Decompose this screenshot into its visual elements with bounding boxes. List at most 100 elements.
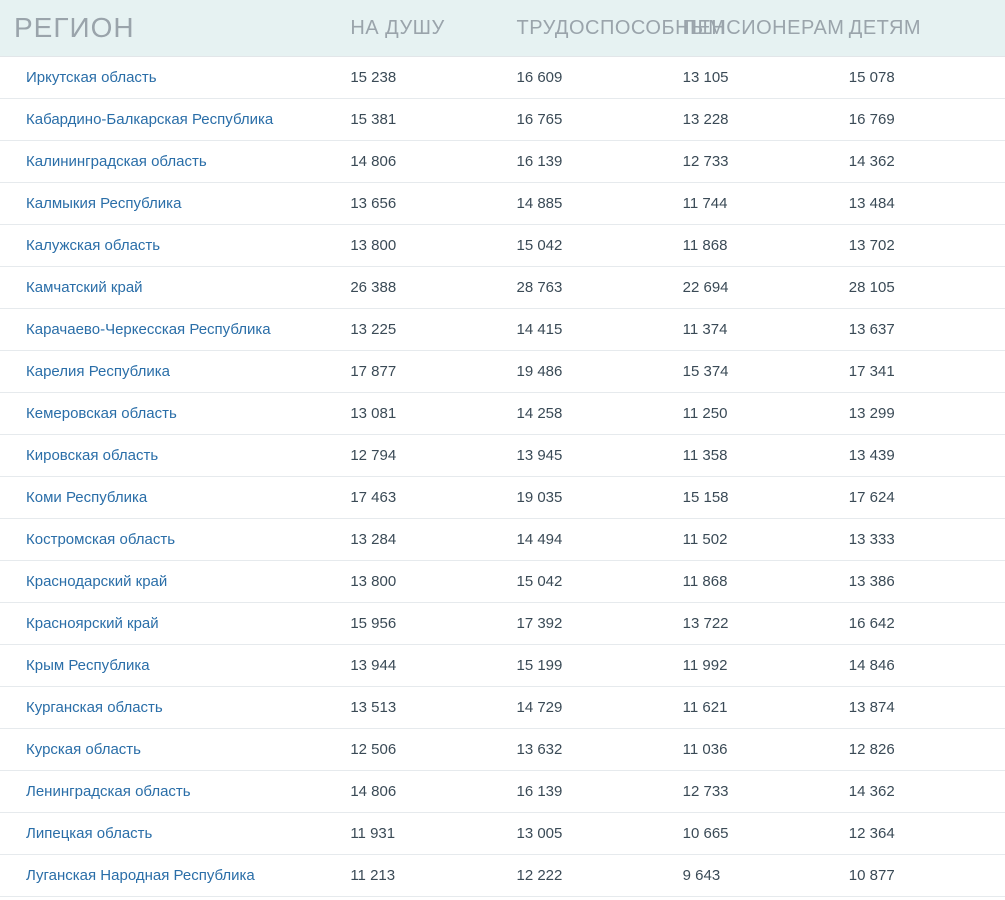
cell-per-capita: 11 931 [340, 813, 506, 855]
cell-pensioners: 15 158 [673, 477, 839, 519]
table-row: Луганская Народная Республика11 21312 22… [0, 855, 1005, 897]
col-children[interactable]: Детям [839, 0, 1005, 57]
cell-working: 12 222 [506, 855, 672, 897]
region-name[interactable]: Курганская область [0, 687, 340, 729]
cell-per-capita: 12 506 [340, 729, 506, 771]
cell-children: 13 874 [839, 687, 1005, 729]
table-row: Ленинградская область14 80616 13912 7331… [0, 771, 1005, 813]
table-row: Кабардино-Балкарская Республика15 38116 … [0, 99, 1005, 141]
cell-children: 14 362 [839, 771, 1005, 813]
table-row: Калужская область13 80015 04211 86813 70… [0, 225, 1005, 267]
table-row: Краснодарский край13 80015 04211 86813 3… [0, 561, 1005, 603]
cell-pensioners: 11 036 [673, 729, 839, 771]
cell-pensioners: 11 868 [673, 561, 839, 603]
cell-per-capita: 15 956 [340, 603, 506, 645]
cell-per-capita: 17 877 [340, 351, 506, 393]
cell-pensioners: 13 228 [673, 99, 839, 141]
region-name[interactable]: Калининградская область [0, 141, 340, 183]
cell-per-capita: 26 388 [340, 267, 506, 309]
cell-working: 19 035 [506, 477, 672, 519]
cell-children: 12 364 [839, 813, 1005, 855]
table-row: Красноярский край15 95617 39213 72216 64… [0, 603, 1005, 645]
region-name[interactable]: Красноярский край [0, 603, 340, 645]
region-name[interactable]: Кабардино-Балкарская Республика [0, 99, 340, 141]
col-region[interactable]: Регион [0, 0, 340, 57]
cell-children: 10 877 [839, 855, 1005, 897]
cell-per-capita: 12 794 [340, 435, 506, 477]
cell-pensioners: 13 105 [673, 57, 839, 99]
cell-per-capita: 13 081 [340, 393, 506, 435]
table-body: Иркутская область15 23816 60913 10515 07… [0, 57, 1005, 897]
cell-per-capita: 13 944 [340, 645, 506, 687]
cell-pensioners: 9 643 [673, 855, 839, 897]
cell-working: 16 139 [506, 141, 672, 183]
region-name[interactable]: Камчатский край [0, 267, 340, 309]
cell-working: 13 005 [506, 813, 672, 855]
cell-children: 13 702 [839, 225, 1005, 267]
cell-per-capita: 13 513 [340, 687, 506, 729]
table-header: Регион На душу Трудоспособным Пенсионера… [0, 0, 1005, 57]
cell-children: 17 341 [839, 351, 1005, 393]
col-per-capita[interactable]: На душу [340, 0, 506, 57]
cell-children: 13 439 [839, 435, 1005, 477]
cell-working: 28 763 [506, 267, 672, 309]
cell-working: 16 139 [506, 771, 672, 813]
cell-working: 14 415 [506, 309, 672, 351]
table-row: Кемеровская область13 08114 25811 25013 … [0, 393, 1005, 435]
cell-pensioners: 11 358 [673, 435, 839, 477]
table-row: Карачаево-Черкесская Республика13 22514 … [0, 309, 1005, 351]
cell-pensioners: 22 694 [673, 267, 839, 309]
region-name[interactable]: Курская область [0, 729, 340, 771]
cell-children: 13 637 [839, 309, 1005, 351]
region-name[interactable]: Иркутская область [0, 57, 340, 99]
region-name[interactable]: Луганская Народная Республика [0, 855, 340, 897]
cell-children: 14 362 [839, 141, 1005, 183]
region-name[interactable]: Кемеровская область [0, 393, 340, 435]
table-row: Курская область12 50613 63211 03612 826 [0, 729, 1005, 771]
cell-pensioners: 11 250 [673, 393, 839, 435]
cell-children: 14 846 [839, 645, 1005, 687]
cell-per-capita: 13 656 [340, 183, 506, 225]
cell-children: 13 299 [839, 393, 1005, 435]
region-name[interactable]: Калмыкия Республика [0, 183, 340, 225]
table-row: Калининградская область14 80616 13912 73… [0, 141, 1005, 183]
cell-children: 15 078 [839, 57, 1005, 99]
cell-working: 17 392 [506, 603, 672, 645]
table-row: Костромская область13 28414 49411 50213 … [0, 519, 1005, 561]
cell-per-capita: 11 213 [340, 855, 506, 897]
cell-pensioners: 15 374 [673, 351, 839, 393]
region-name[interactable]: Липецкая область [0, 813, 340, 855]
table-row: Камчатский край26 38828 76322 69428 105 [0, 267, 1005, 309]
cell-children: 28 105 [839, 267, 1005, 309]
cell-working: 16 609 [506, 57, 672, 99]
col-working[interactable]: Трудоспособным [506, 0, 672, 57]
cell-children: 17 624 [839, 477, 1005, 519]
cell-children: 13 484 [839, 183, 1005, 225]
table-row: Иркутская область15 23816 60913 10515 07… [0, 57, 1005, 99]
cell-children: 13 386 [839, 561, 1005, 603]
cell-per-capita: 15 381 [340, 99, 506, 141]
region-name[interactable]: Калужская область [0, 225, 340, 267]
region-name[interactable]: Костромская область [0, 519, 340, 561]
cell-working: 15 042 [506, 225, 672, 267]
cell-pensioners: 11 621 [673, 687, 839, 729]
table-row: Карелия Республика17 87719 48615 37417 3… [0, 351, 1005, 393]
cell-per-capita: 14 806 [340, 141, 506, 183]
cell-pensioners: 11 502 [673, 519, 839, 561]
region-name[interactable]: Ленинградская область [0, 771, 340, 813]
cell-children: 13 333 [839, 519, 1005, 561]
region-name[interactable]: Коми Республика [0, 477, 340, 519]
region-name[interactable]: Крым Республика [0, 645, 340, 687]
col-pensioners[interactable]: Пенсионерам [673, 0, 839, 57]
table-row: Коми Республика17 46319 03515 15817 624 [0, 477, 1005, 519]
cell-children: 12 826 [839, 729, 1005, 771]
region-name[interactable]: Карачаево-Черкесская Республика [0, 309, 340, 351]
cell-per-capita: 17 463 [340, 477, 506, 519]
region-name[interactable]: Карелия Республика [0, 351, 340, 393]
cell-per-capita: 13 800 [340, 225, 506, 267]
cell-per-capita: 13 800 [340, 561, 506, 603]
region-name[interactable]: Кировская область [0, 435, 340, 477]
cell-pensioners: 12 733 [673, 141, 839, 183]
cell-working: 14 494 [506, 519, 672, 561]
region-name[interactable]: Краснодарский край [0, 561, 340, 603]
